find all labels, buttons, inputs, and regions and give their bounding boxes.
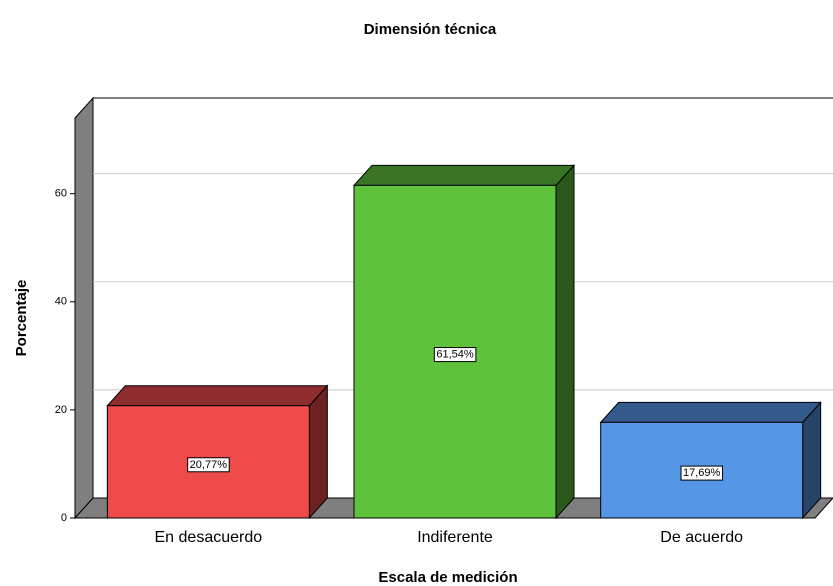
bar	[599, 401, 822, 520]
bar-side	[308, 384, 328, 520]
x-tick-label: Indiferente	[417, 529, 493, 546]
bar-top	[599, 401, 822, 423]
bar-front	[353, 184, 557, 519]
data-label-box	[187, 457, 230, 473]
y-tick-label: 0	[61, 512, 67, 524]
y-tick-label: 60	[55, 188, 67, 200]
x-tick-label: En desacuerdo	[155, 529, 263, 546]
bar	[352, 164, 576, 520]
data-label: 20,77%	[190, 459, 228, 471]
bar-top	[352, 164, 576, 186]
side-wall	[74, 96, 94, 520]
x-tick-label: De acuerdo	[660, 529, 743, 546]
data-label-box	[680, 465, 724, 481]
data-label: 61,54%	[436, 349, 474, 361]
y-tick-label: 40	[55, 296, 67, 308]
y-axis-label: Porcentaje	[13, 280, 30, 357]
chart-title: Dimensión técnica	[364, 21, 497, 38]
bar-side	[555, 164, 575, 520]
y-tick-label: 20	[55, 404, 67, 416]
data-label-box	[433, 347, 477, 363]
bar-top	[106, 385, 329, 407]
x-axis-label: Escala de medición	[378, 569, 517, 586]
data-label: 17,69%	[683, 467, 721, 479]
bar	[106, 384, 329, 520]
